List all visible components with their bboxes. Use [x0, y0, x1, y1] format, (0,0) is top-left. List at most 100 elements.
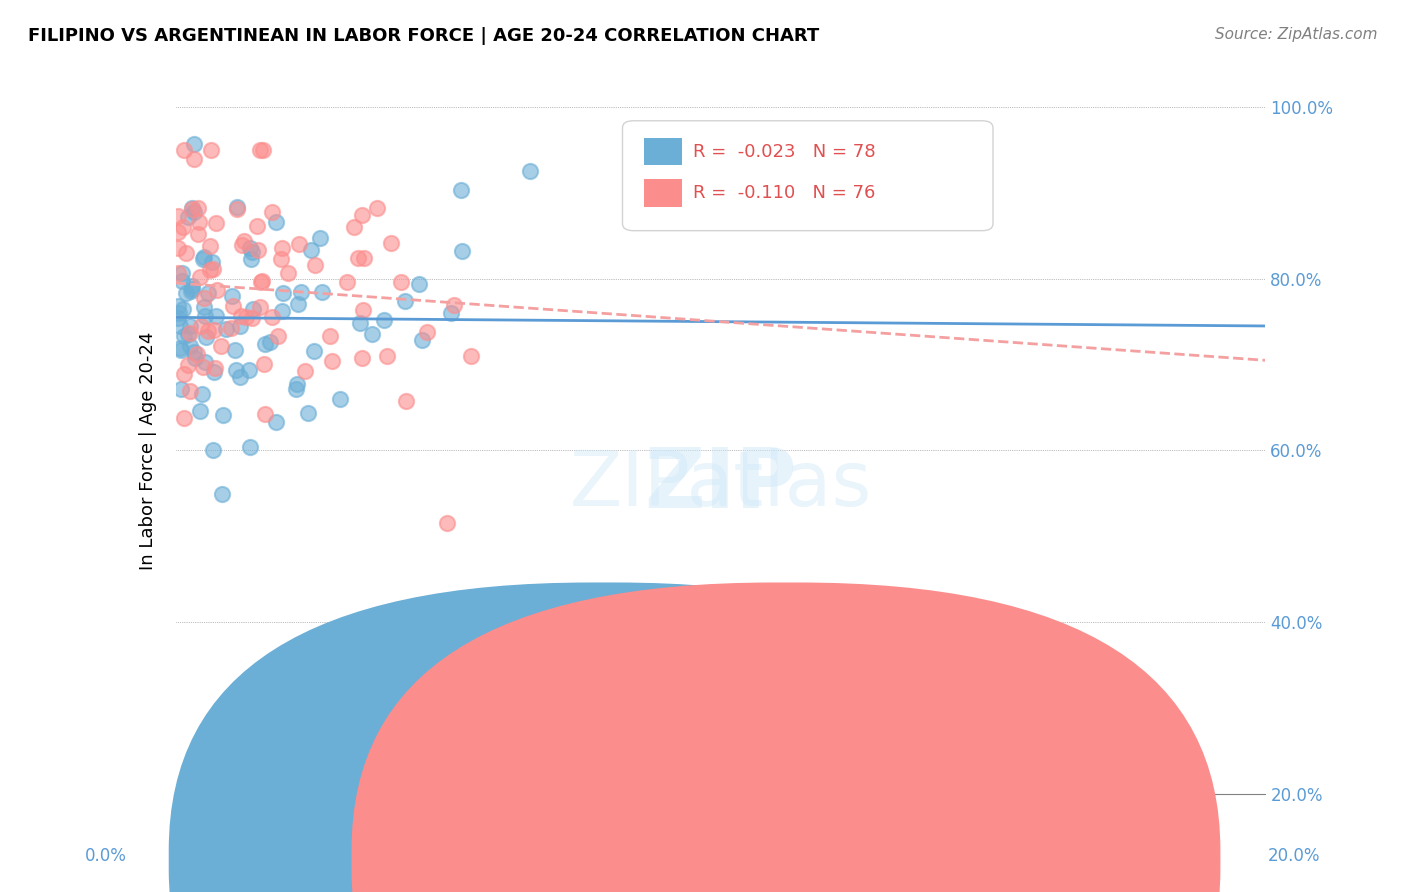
Point: [225, 362, 247, 376]
Bar: [644, 179, 682, 207]
Point: [167, 266, 190, 280]
Point: [180, 202, 202, 216]
Point: [224, 343, 246, 357]
Point: [219, 321, 242, 335]
Point: [246, 243, 269, 257]
Point: [183, 137, 205, 152]
Point: [170, 343, 193, 357]
Point: [167, 299, 190, 313]
Point: [373, 313, 395, 327]
Text: FILIPINO VS ARGENTINEAN IN LABOR FORCE | AGE 20-24 CORRELATION CHART: FILIPINO VS ARGENTINEAN IN LABOR FORCE |…: [28, 27, 820, 45]
Point: [173, 411, 195, 425]
Point: [288, 236, 311, 251]
Point: [229, 310, 252, 324]
Point: [204, 216, 226, 230]
Point: [173, 143, 195, 157]
Point: [174, 246, 197, 260]
Point: [211, 487, 233, 501]
Point: [249, 143, 271, 157]
Point: [197, 286, 219, 301]
Point: [350, 351, 373, 365]
Y-axis label: In Labor Force | Age 20-24: In Labor Force | Age 20-24: [139, 331, 157, 570]
Point: [231, 238, 253, 252]
Point: [416, 325, 439, 339]
Point: [228, 370, 250, 384]
Point: [290, 285, 312, 299]
Point: [193, 291, 215, 305]
Point: [304, 258, 326, 272]
FancyBboxPatch shape: [623, 120, 993, 231]
Point: [250, 274, 273, 288]
Text: ZIPatlas: ZIPatlas: [569, 448, 872, 522]
Point: [451, 244, 474, 258]
Point: [260, 310, 283, 324]
Point: [443, 298, 465, 312]
Text: Source: ZipAtlas.com: Source: ZipAtlas.com: [1215, 27, 1378, 42]
Point: [179, 326, 201, 340]
Point: [221, 289, 243, 303]
Point: [233, 234, 256, 248]
Point: [169, 382, 191, 396]
Text: ZIP: ZIP: [644, 444, 797, 525]
Point: [395, 394, 418, 409]
Point: [177, 326, 200, 341]
Point: [346, 252, 368, 266]
Point: [180, 284, 202, 298]
Point: [253, 337, 276, 351]
Point: [169, 341, 191, 355]
Point: [277, 266, 299, 280]
Point: [190, 387, 212, 401]
Point: [380, 235, 402, 250]
Point: [294, 364, 316, 378]
Text: R =  -0.110   N = 76: R = -0.110 N = 76: [693, 184, 876, 202]
Point: [202, 323, 225, 337]
Point: [205, 310, 228, 324]
Point: [179, 339, 201, 353]
Point: [239, 440, 262, 454]
Text: Filipinos: Filipinos: [605, 865, 682, 883]
Point: [285, 376, 308, 391]
Point: [352, 302, 374, 317]
Point: [389, 275, 412, 289]
Point: [177, 358, 200, 372]
Point: [188, 269, 211, 284]
Text: 0.0%: 0.0%: [84, 847, 127, 865]
Point: [450, 183, 472, 197]
Point: [238, 363, 260, 377]
Point: [273, 285, 295, 300]
Point: [167, 209, 190, 223]
Point: [172, 302, 194, 317]
Point: [264, 415, 287, 429]
Point: [235, 310, 257, 324]
Point: [411, 333, 433, 347]
Point: [440, 306, 463, 320]
Point: [202, 443, 225, 458]
Point: [214, 322, 236, 336]
Point: [188, 404, 211, 418]
Point: [252, 143, 274, 157]
Point: [253, 357, 276, 371]
Point: [229, 318, 252, 333]
Point: [408, 277, 430, 291]
Point: [240, 311, 263, 326]
Point: [271, 304, 294, 318]
Point: [172, 220, 194, 235]
Point: [181, 278, 204, 293]
Point: [183, 345, 205, 359]
Point: [194, 310, 217, 324]
Point: [179, 319, 201, 334]
Point: [193, 250, 215, 264]
Point: [212, 408, 235, 422]
Point: [309, 231, 332, 245]
Point: [460, 350, 482, 364]
Point: [170, 274, 193, 288]
Point: [239, 241, 262, 255]
Point: [225, 200, 247, 214]
Point: [184, 351, 207, 365]
Point: [519, 164, 541, 178]
Point: [353, 251, 375, 265]
Point: [259, 335, 281, 350]
Text: □  Argentineans: □ Argentineans: [630, 842, 768, 860]
Point: [179, 384, 201, 398]
Point: [195, 330, 218, 344]
